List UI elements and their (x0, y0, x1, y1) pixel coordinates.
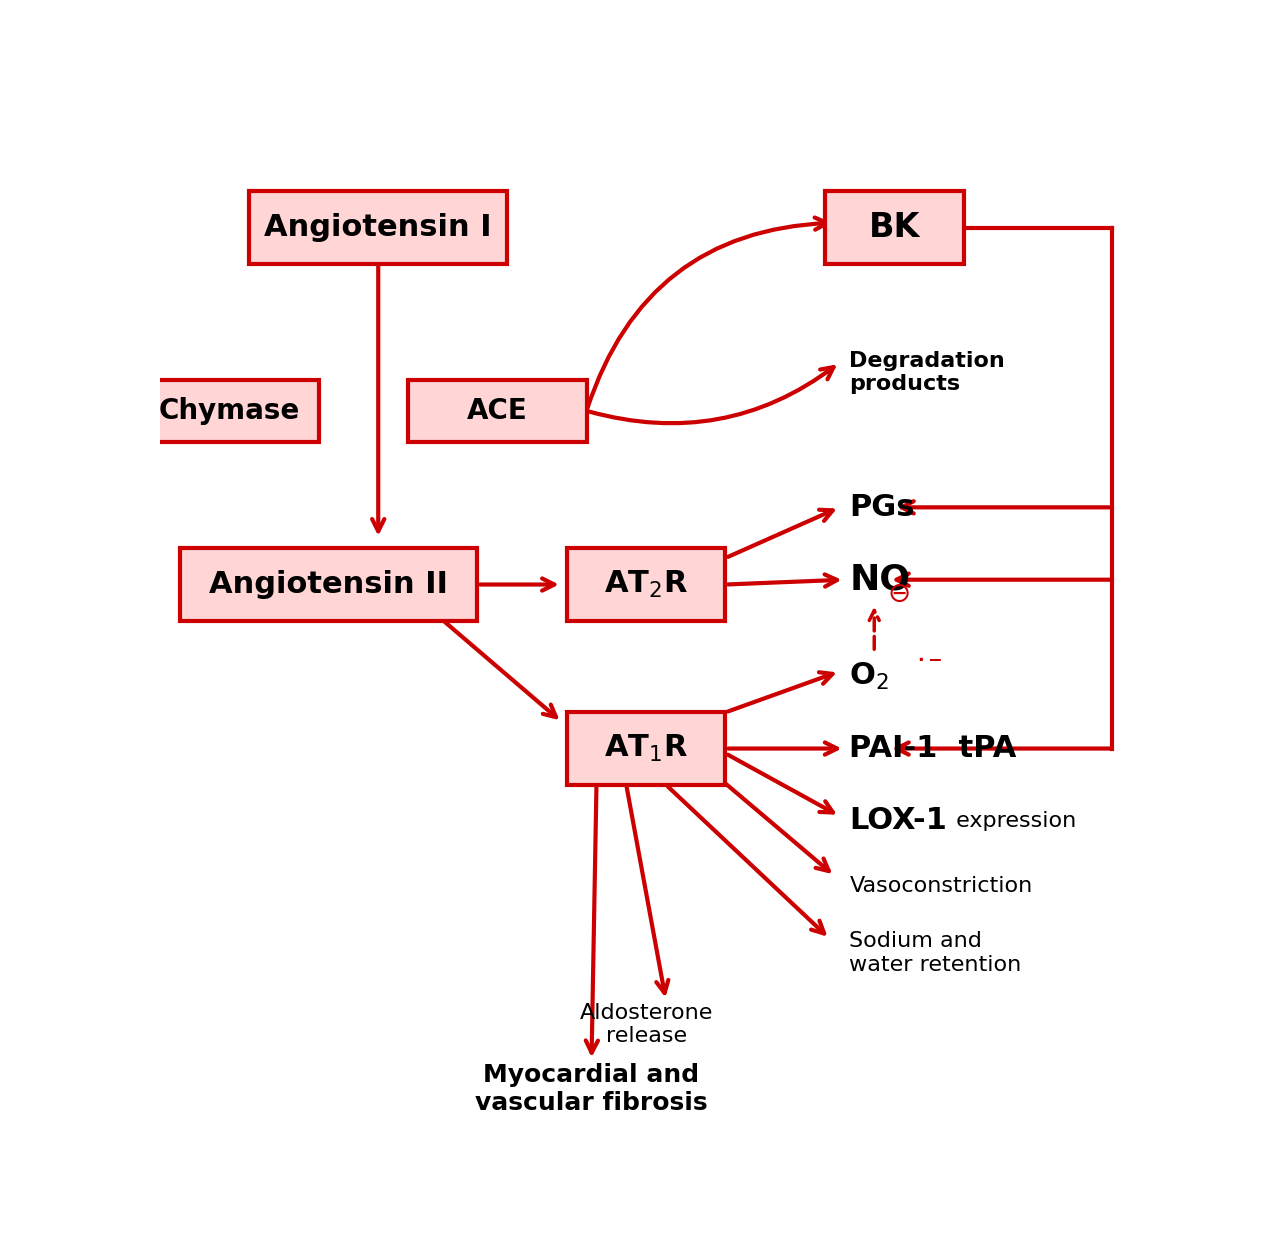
Text: Sodium and
water retention: Sodium and water retention (850, 931, 1021, 975)
Text: Angiotensin II: Angiotensin II (209, 570, 448, 599)
Text: Degradation
products: Degradation products (850, 351, 1005, 393)
FancyBboxPatch shape (250, 192, 507, 263)
FancyBboxPatch shape (567, 549, 726, 620)
Text: PAI-1  tPA: PAI-1 tPA (850, 734, 1016, 763)
Text: NO: NO (850, 563, 910, 596)
Text: ACE: ACE (467, 397, 527, 425)
Text: Chymase: Chymase (159, 397, 300, 425)
Text: O$_2$: O$_2$ (850, 660, 890, 692)
Text: Vasoconstriction: Vasoconstriction (850, 876, 1033, 896)
Text: ⊖: ⊖ (887, 580, 910, 608)
FancyBboxPatch shape (141, 380, 319, 442)
Text: LOX-1: LOX-1 (850, 807, 947, 836)
FancyBboxPatch shape (567, 713, 726, 784)
FancyBboxPatch shape (408, 380, 586, 442)
Text: BK: BK (868, 211, 920, 244)
Text: expression: expression (948, 811, 1076, 831)
Text: AT$_2$R: AT$_2$R (604, 569, 689, 600)
FancyBboxPatch shape (180, 549, 477, 620)
Text: Aldosterone
release: Aldosterone release (580, 1002, 713, 1046)
Text: Myocardial and
vascular fibrosis: Myocardial and vascular fibrosis (475, 1064, 708, 1115)
Text: $^{\mathbf{\bullet -}}$: $^{\mathbf{\bullet -}}$ (916, 654, 942, 679)
Text: AT$_1$R: AT$_1$R (604, 733, 689, 764)
Text: Angiotensin I: Angiotensin I (265, 213, 492, 242)
FancyBboxPatch shape (824, 192, 964, 263)
Text: PGs: PGs (850, 492, 915, 521)
